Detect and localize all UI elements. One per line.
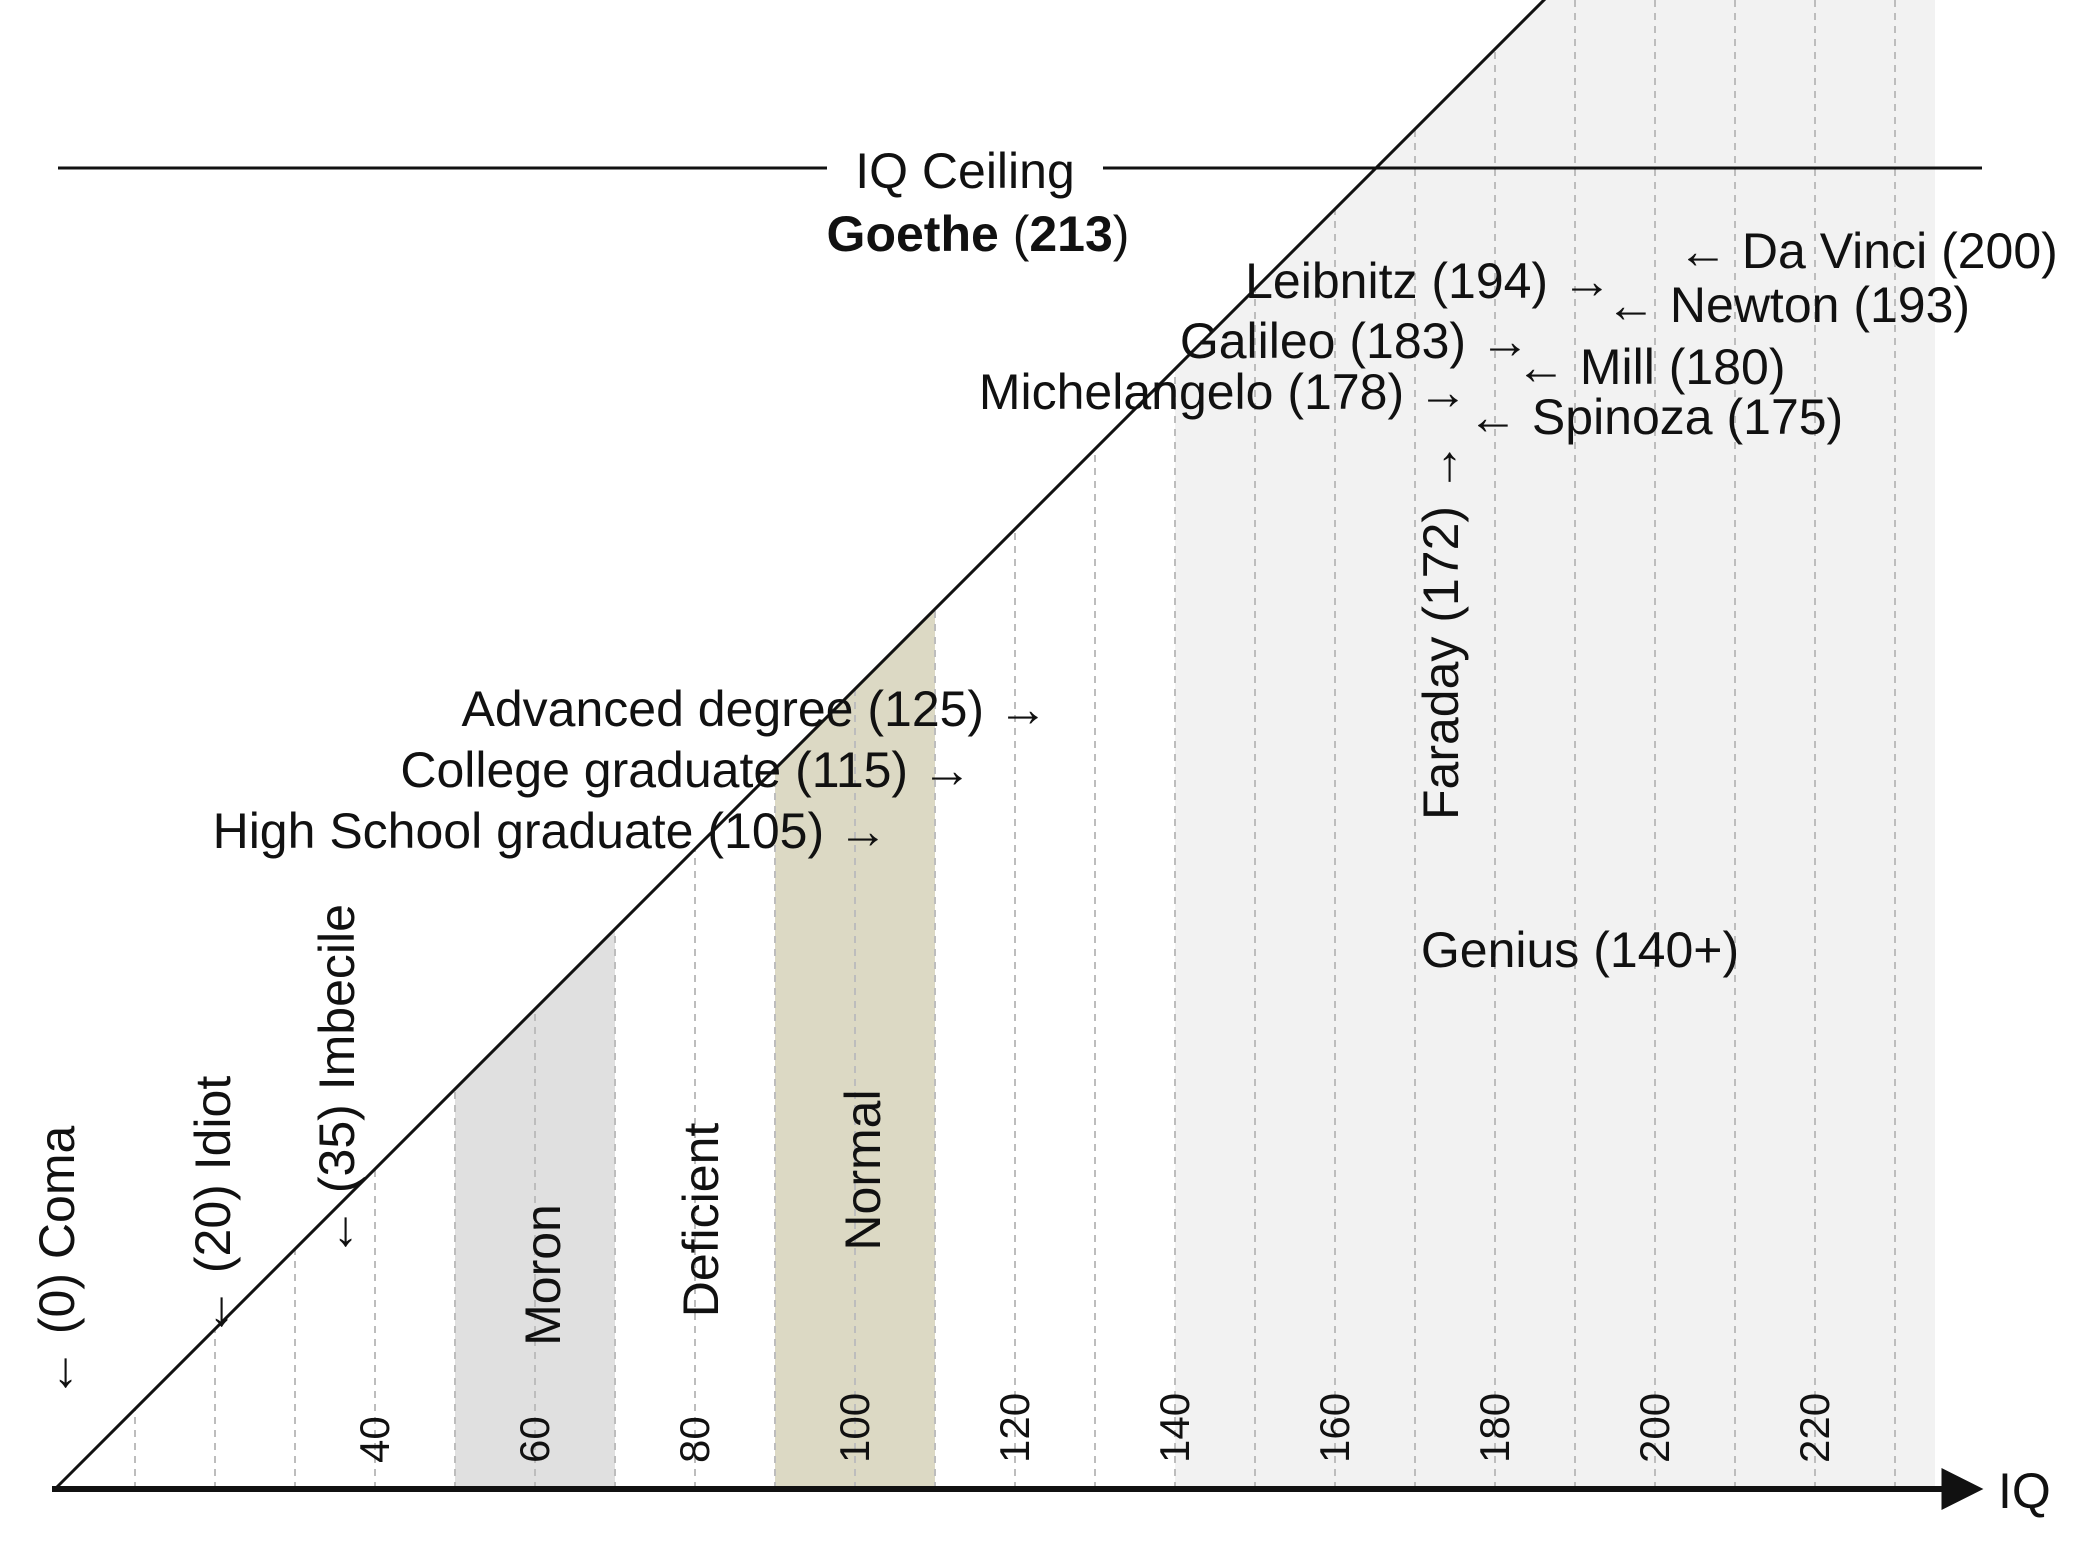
gridlines [134,0,1896,1489]
label-faraday: Faraday (172) → [1413,442,1469,820]
label-newton: ← Newton (193) [1606,277,1970,333]
iq-ceiling: IQ Ceiling Goethe (213) [58,143,1982,262]
label-spinoza: ← Spinoza (175) [1468,389,1843,445]
label-da-vinci: ← Da Vinci (200) [1678,223,2058,279]
band-normal [775,609,935,1489]
label-college: College graduate (115) → [400,742,972,798]
diagonal-line [53,0,1547,1491]
tick-labels: 40 60 80 100 120 140 160 180 200 220 [351,1393,1838,1463]
x-axis-label: IQ [1998,1463,2051,1519]
label-michelangelo: Michelangelo (178) → [979,364,1468,420]
low-iq-labels: ← (0) Coma ← (20) Idiot ← (35) Imbecile [29,904,365,1398]
band-labels: Moron Deficient Normal Genius (140+) [515,922,1739,1346]
tick-label: 100 [831,1393,878,1463]
band-label-genius: Genius (140+) [1421,922,1739,978]
tick-label: 60 [511,1416,558,1463]
band-label-normal: Normal [835,1089,891,1250]
genius-people-labels: Faraday (172) → Leibnitz (194) → Galileo… [979,223,2058,820]
label-leibnitz: Leibnitz (194) → [1245,253,1612,309]
band-label-moron: Moron [515,1204,571,1346]
ceiling-holder: Goethe (213) [827,206,1130,262]
label-advanced: Advanced degree (125) → [462,681,1049,737]
label-high-school: High School graduate (105) → [213,803,888,859]
ceiling-holder-open: ( [1013,206,1030,262]
tick-label: 200 [1631,1393,1678,1463]
tick-label: 80 [671,1416,718,1463]
band-label-deficient: Deficient [673,1123,729,1318]
iq-bands [455,0,1935,1489]
label-mill: ← Mill (180) [1516,339,1786,395]
label-coma: ← (0) Coma [29,1126,85,1398]
ceiling-label: IQ Ceiling [855,143,1075,199]
ceiling-holder-value: 213 [1029,206,1112,262]
tick-label: 120 [991,1393,1038,1463]
tick-label: 160 [1311,1393,1358,1463]
label-imbecile: ← (35) Imbecile [309,904,365,1257]
education-labels: High School graduate (105) → College gra… [213,681,1048,859]
ceiling-holder-name: Goethe [827,206,999,262]
label-galileo: Galileo (183) → [1180,313,1530,369]
tick-label: 180 [1471,1393,1518,1463]
tick-label: 220 [1791,1393,1838,1463]
tick-label: 140 [1151,1393,1198,1463]
axes: IQ [52,0,2051,1519]
band-genius [1175,0,1935,1489]
label-idiot: ← (20) Idiot [185,1076,241,1337]
ceiling-holder-close: ) [1113,206,1130,262]
tick-label: 40 [351,1416,398,1463]
